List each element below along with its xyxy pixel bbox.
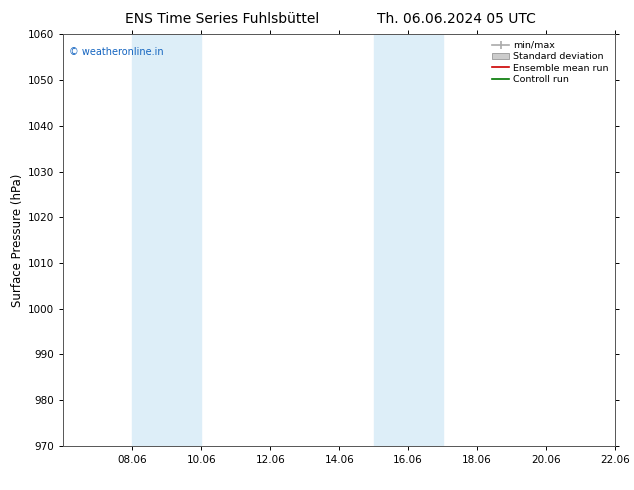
Y-axis label: Surface Pressure (hPa): Surface Pressure (hPa) <box>11 173 24 307</box>
Text: ENS Time Series Fuhlsbüttel: ENS Time Series Fuhlsbüttel <box>125 12 319 26</box>
Text: Th. 06.06.2024 05 UTC: Th. 06.06.2024 05 UTC <box>377 12 536 26</box>
Legend: min/max, Standard deviation, Ensemble mean run, Controll run: min/max, Standard deviation, Ensemble me… <box>490 39 611 86</box>
Text: © weatheronline.in: © weatheronline.in <box>69 47 164 57</box>
Bar <box>373 34 443 446</box>
Bar <box>133 34 202 446</box>
